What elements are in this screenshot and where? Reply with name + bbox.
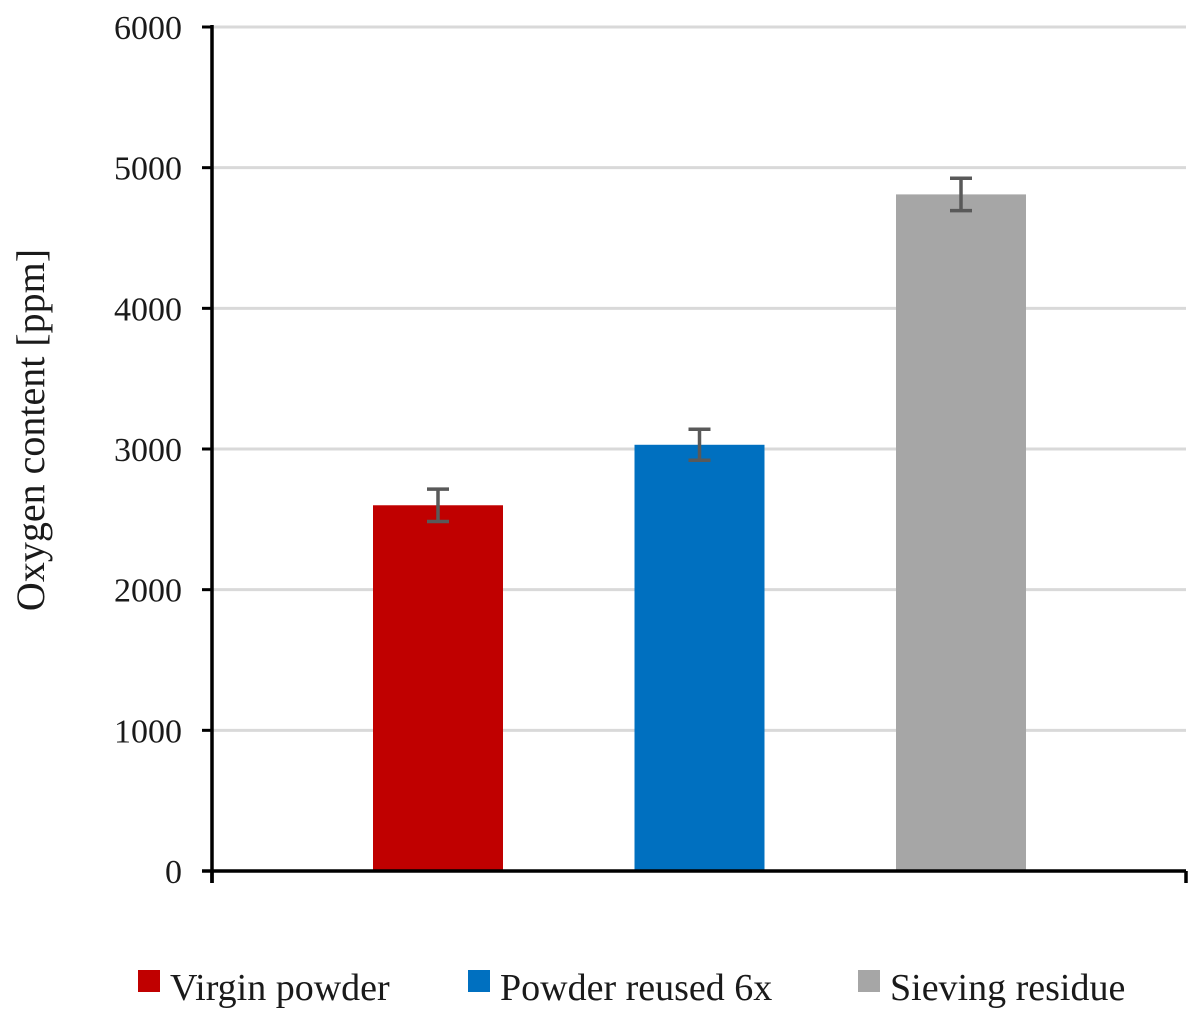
bar	[634, 444, 765, 871]
y-tick-label: 3000	[114, 432, 182, 469]
legend-item: Virgin powder	[138, 967, 390, 1009]
y-tick-label: 1000	[114, 713, 182, 750]
y-axis-title: Oxygen content [ppm]	[8, 249, 53, 611]
legend-swatch	[858, 970, 880, 992]
legend-label: Sieving residue	[890, 967, 1125, 1009]
legend-label: Powder reused 6x	[500, 967, 772, 1009]
legend-swatch	[138, 970, 160, 992]
bar	[373, 505, 503, 871]
y-tick-label: 5000	[114, 151, 182, 188]
error-bars	[427, 176, 972, 524]
error-bar	[950, 176, 972, 213]
y-tick-label: 0	[165, 854, 182, 891]
y-tick-label: 2000	[114, 573, 182, 610]
legend-item: Powder reused 6x	[468, 967, 772, 1009]
y-tick-label: 4000	[114, 291, 182, 328]
bars	[373, 194, 1026, 872]
legend: Virgin powder Powder reused 6x Sieving res…	[138, 967, 1125, 1009]
legend-label: Virgin powder	[170, 967, 390, 1009]
legend-item: Sieving residue	[858, 967, 1125, 1009]
bar	[896, 194, 1026, 872]
y-tick-label: 6000	[114, 10, 182, 47]
legend-swatch	[468, 970, 490, 992]
y-tick-labels: 0 1000 2000 3000 4000 5000 6000	[114, 10, 182, 891]
error-bar	[427, 487, 449, 524]
axes	[202, 25, 1188, 883]
error-bar	[688, 427, 711, 463]
